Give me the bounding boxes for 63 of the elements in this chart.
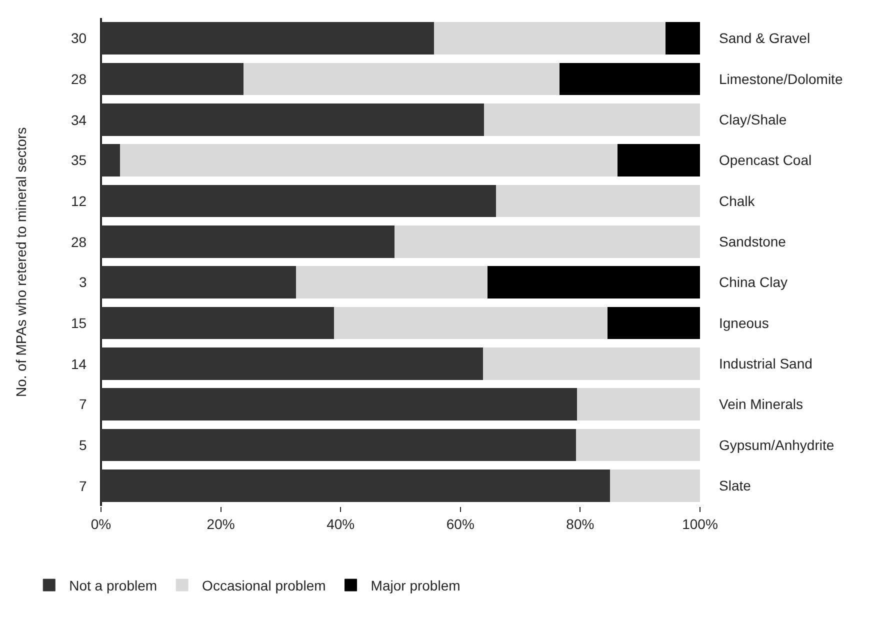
bar (101, 306, 334, 340)
y-tick-label: Opencast Coal (719, 152, 812, 168)
text: 28 (71, 234, 87, 250)
text: 7 (79, 478, 87, 494)
text: 34 (71, 112, 87, 128)
bar (101, 470, 610, 502)
y-tick-label: Chalk (719, 192, 756, 209)
bar (482, 348, 700, 380)
bar (560, 62, 700, 96)
text: 15 (71, 315, 87, 331)
bar (484, 104, 700, 136)
bar (101, 388, 578, 420)
bar (608, 306, 700, 340)
x-tick-label: 60% (446, 516, 474, 532)
y-tick-label: Igneous (719, 314, 769, 331)
bar (666, 22, 700, 54)
bar (434, 22, 666, 54)
text: 12 (71, 193, 87, 209)
text: 35 (71, 152, 87, 168)
bar (576, 388, 700, 420)
x-tick-label: 20% (206, 516, 235, 532)
bar (610, 470, 700, 502)
legend-label: Major problem (370, 578, 460, 594)
bar (101, 348, 484, 380)
bar (101, 104, 485, 136)
y-tick-label: China Clay (719, 274, 788, 290)
text: 14 (71, 356, 87, 372)
bar (488, 266, 700, 298)
bar (576, 428, 700, 462)
legend-label: Not a problem (69, 578, 158, 594)
text: 5 (79, 437, 87, 453)
bar (101, 226, 395, 258)
text: 7 (79, 396, 87, 412)
bar (496, 184, 700, 218)
bar (394, 226, 700, 258)
text: 30 (71, 30, 87, 46)
bar (120, 144, 618, 176)
y-tick-label: Limestone/Dolomite (719, 70, 843, 87)
text: 3 (79, 274, 87, 290)
text: 28 (71, 71, 87, 87)
x-tick-label: 0% (90, 516, 112, 532)
x-tick-label: 40% (326, 516, 355, 532)
bar (101, 22, 434, 54)
bar (243, 62, 560, 96)
bar (618, 144, 700, 176)
bar (334, 306, 608, 340)
y-tick-label: Sandstone (719, 234, 786, 250)
legend-label: Occasional problem (202, 578, 326, 594)
x-tick-label: 80% (566, 516, 594, 532)
y-tick-label: Slate (719, 478, 752, 494)
y-tick-label: Industrial Sand (719, 356, 812, 372)
y-tick-label: Sand & Gravel (719, 30, 810, 46)
y-axis-title: No. of MPAs who retered to mineral sectors (13, 127, 29, 397)
x-tick-label: 100% (682, 516, 718, 532)
bar (101, 144, 120, 176)
bar (296, 266, 488, 298)
bar (101, 184, 497, 218)
y-tick-label: Clay/Shale (719, 112, 787, 128)
y-tick-label: Gypsum/Anhydrite (719, 436, 834, 453)
bar (101, 62, 244, 96)
bar (101, 428, 576, 462)
bar (101, 266, 297, 298)
y-tick-label: Vein Minerals (719, 396, 804, 412)
